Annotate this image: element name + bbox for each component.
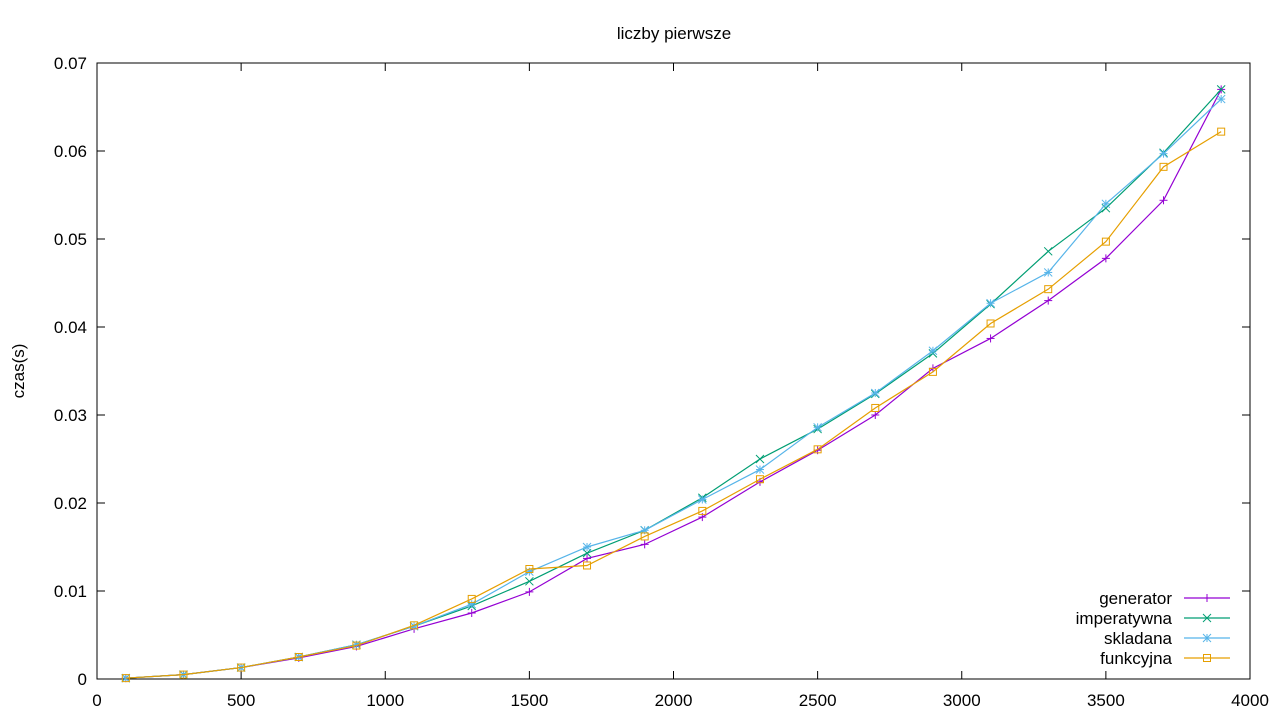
data-point-skladana [697, 495, 707, 504]
data-point-funkcyjna [352, 641, 361, 650]
data-point-imperatywna [1216, 85, 1226, 94]
data-point-generator [525, 587, 534, 596]
data-point-funkcyjna [1159, 162, 1168, 171]
data-point-skladana [986, 298, 995, 308]
x-tick-label: 4000 [1231, 691, 1269, 710]
data-point-funkcyjna [467, 594, 476, 603]
ticks: 0 500 1000 1500 2000 2500 3000 3500 4000 0 0.01 0.0… [54, 54, 1269, 710]
data-point-funkcyjna [813, 445, 822, 454]
data-point-generator [871, 411, 880, 419]
data-point-funkcyjna [179, 670, 188, 679]
data-point-generator [1101, 254, 1110, 263]
data-point-funkcyjna [1044, 285, 1053, 294]
x-tick-label: 1000 [366, 691, 404, 710]
x-tick-label: 500 [227, 691, 255, 710]
legend-label: skladana [1104, 629, 1173, 648]
data-point-funkcyjna [698, 506, 707, 515]
data-point-skladana [755, 465, 765, 474]
legend-marker [1202, 613, 1212, 623]
legend-item-skladana: skladana [1104, 629, 1230, 648]
data-point-skladana [582, 542, 592, 552]
data-point-skladana [928, 346, 938, 356]
data-point-funkcyjna [1101, 237, 1110, 246]
data-point-imperatywna [525, 576, 534, 586]
data-point-funkcyjna [871, 403, 880, 412]
data-point-generator [583, 554, 592, 563]
legend-marker [1202, 633, 1212, 643]
data-point-skladana [467, 599, 477, 609]
data-point-skladana [1101, 199, 1111, 209]
series-skladana [121, 94, 1226, 683]
y-tick-label: 0.01 [54, 582, 87, 601]
data-point-generator [467, 609, 476, 617]
series-imperatywna [121, 85, 1226, 683]
y-tick-label: 0 [78, 670, 87, 689]
data-point-imperatywna [582, 548, 592, 558]
y-tick-label: 0.07 [54, 54, 87, 73]
data-point-generator [986, 334, 995, 343]
plot-border [96, 62, 1251, 680]
x-tick-label: 0 [92, 691, 101, 710]
data-point-funkcyjna [928, 367, 937, 376]
legend-label: imperatywna [1076, 609, 1173, 628]
series-group [121, 85, 1226, 683]
x-tick-label: 3500 [1087, 691, 1125, 710]
x-tick-label: 1500 [510, 691, 548, 710]
legend-item-funkcyjna: funkcyjna [1100, 649, 1230, 668]
y-tick-label: 0.02 [54, 494, 87, 513]
data-point-funkcyjna [121, 674, 130, 683]
data-point-skladana [870, 388, 880, 398]
data-point-generator [1044, 296, 1053, 305]
y-tick-label: 0.04 [54, 318, 87, 337]
data-point-skladana [1043, 268, 1053, 277]
legend-label: generator [1099, 589, 1172, 608]
data-point-funkcyjna [640, 532, 649, 541]
y-axis-label: czas(s) [9, 344, 28, 399]
legend-label: funkcyjna [1100, 649, 1172, 668]
legend-marker [1203, 654, 1211, 662]
x-tick-label: 3000 [943, 691, 981, 710]
y-tick-label: 0.05 [54, 230, 87, 249]
series-funkcyjna [121, 127, 1226, 683]
legend-item-imperatywna: imperatywna [1076, 609, 1230, 628]
x-tick-label: 2000 [655, 691, 693, 710]
data-point-imperatywna [755, 454, 765, 464]
legend-item-generator: generator [1099, 589, 1230, 608]
series-line-skladana [125, 98, 1222, 679]
data-point-generator [1159, 196, 1168, 205]
series-line-funkcyjna [125, 131, 1222, 679]
y-tick-label: 0.06 [54, 142, 87, 161]
data-point-funkcyjna [1217, 127, 1226, 136]
data-point-skladana [813, 422, 822, 432]
series-line-generator [125, 89, 1222, 679]
data-point-funkcyjna [583, 561, 592, 570]
data-point-skladana [1159, 149, 1168, 158]
data-point-imperatywna [1043, 246, 1053, 256]
legend-marker [1203, 594, 1211, 602]
y-tick-label: 0.03 [54, 406, 87, 425]
data-point-imperatywna [1101, 203, 1111, 213]
data-point-funkcyjna [294, 653, 303, 661]
data-point-skladana [1216, 94, 1226, 104]
data-point-funkcyjna [237, 663, 246, 672]
data-point-generator [640, 540, 649, 549]
data-point-funkcyjna [986, 319, 995, 328]
series-line-imperatywna [125, 88, 1222, 679]
data-point-funkcyjna [410, 621, 419, 630]
series-generator [121, 85, 1226, 683]
chart-title: liczby pierwsze [617, 24, 731, 43]
data-point-funkcyjna [525, 565, 534, 573]
data-point-funkcyjna [755, 475, 764, 484]
x-tick-label: 2500 [799, 691, 837, 710]
